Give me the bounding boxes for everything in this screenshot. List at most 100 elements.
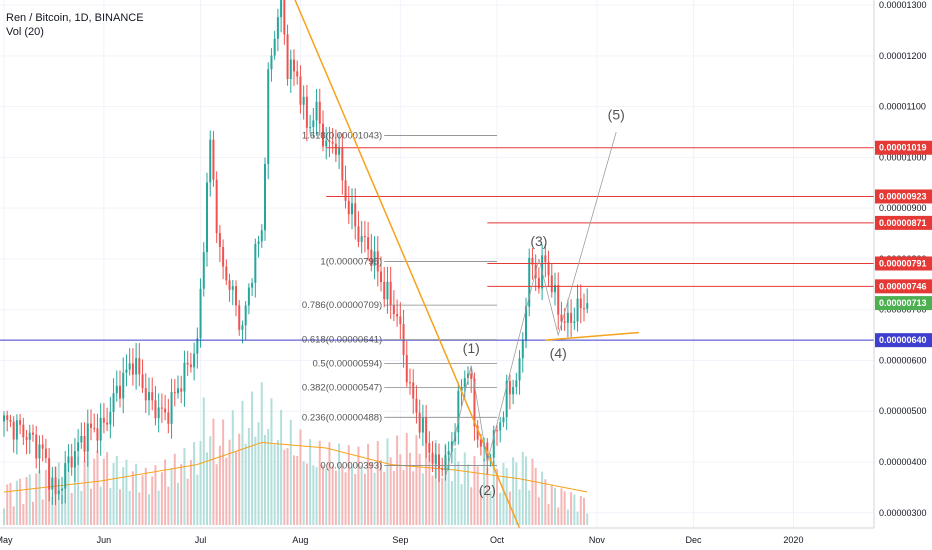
chart-grid [0,0,874,528]
candle-body [244,305,247,326]
candle-body [180,388,183,392]
trend-line [294,0,521,529]
candle-body [457,390,460,433]
volume-bars [3,382,589,525]
candle-body [528,257,531,307]
level-badge [875,140,932,155]
volume-bar [144,467,147,525]
volume-bar [515,462,518,525]
candle-body [351,203,353,215]
candle-body [186,362,189,365]
volume-bar [189,460,192,525]
candle-body [386,281,389,300]
candle-body [173,392,176,394]
volume-bar [254,436,257,525]
candle-body [51,477,54,490]
candle-body [131,363,134,375]
candle-body [138,358,141,375]
volume-bar [228,439,231,525]
volume-bar [70,492,73,525]
price-axis-background [874,0,932,550]
volume-bar [347,445,350,525]
candle-body [373,251,376,266]
candle-body [167,412,170,424]
volume-bar [376,441,379,525]
candle-body [363,236,366,238]
volume-bar [170,468,173,525]
volume-bar [122,467,125,525]
candle-body [225,266,228,281]
volume-bar [289,419,292,525]
volume-bar [537,497,540,525]
candle-body [318,101,321,124]
volume-moving-average [3,441,588,493]
candle-body [241,325,244,330]
time-axis-background [0,528,932,550]
volume-bar [547,503,550,525]
volume-bar [302,461,305,525]
candle-body [115,385,118,394]
volume-bar [583,497,585,525]
candle-body [28,432,31,440]
volume-bar [454,447,457,525]
candle-body [360,236,363,242]
volume-bar [570,492,573,525]
volume-bar [15,480,18,525]
candle-body [119,385,121,399]
candle-body [441,468,444,470]
volume-bar [457,461,460,525]
candle-body [254,243,257,283]
time-axis[interactable]: May Jun Jul Aug Sep Oct Nov Dec 2020 [0,535,803,545]
candle-body [90,423,92,428]
candle-body [96,428,99,441]
level-badge [875,215,932,230]
candle-body [286,34,289,80]
volume-bar [415,435,418,525]
volume-bar [315,467,318,525]
volume-bar [199,440,202,525]
candle-body [502,417,505,423]
candle-body [547,262,550,276]
level-badge-label: 0.00000923 [879,191,927,201]
candle-body [54,477,57,495]
candle-body [392,304,395,315]
candle-body [450,441,453,452]
volume-bar [251,391,254,525]
volume-bar [367,443,370,525]
volume-bar [141,475,144,525]
wave-label: (4) [550,345,567,361]
volume-bar [399,454,402,525]
candle-body [421,417,424,433]
volume-bar [235,450,237,525]
candle-body [531,257,534,265]
level-badge-label: 0.00000640 [879,335,927,345]
volume-bar [38,470,41,525]
candle-body [267,69,270,165]
volume-bar [22,504,25,525]
volume-bar [499,492,502,525]
candle-body [515,380,518,388]
candle-body [405,354,408,383]
volume-bar [525,456,527,525]
volume-bar [386,438,389,525]
volume-bar [566,509,569,525]
candle-body [573,321,576,323]
candle-body [218,233,221,247]
volume-bar [502,462,505,525]
candle-body [212,139,215,180]
volume-bar [544,479,547,525]
candle-body [61,488,63,491]
candle-body [399,316,402,325]
candle-body [48,458,51,490]
volume-bar [389,457,392,525]
wave-path [445,131,617,478]
candle-body [64,463,67,489]
volume-bar [550,484,553,525]
candle-body [109,411,112,425]
fib-label: 0.786(0.00000709) [302,300,382,311]
candle-body [276,17,279,39]
candle-body [251,282,254,288]
candle-body [6,415,9,420]
volume-bar [486,467,489,525]
